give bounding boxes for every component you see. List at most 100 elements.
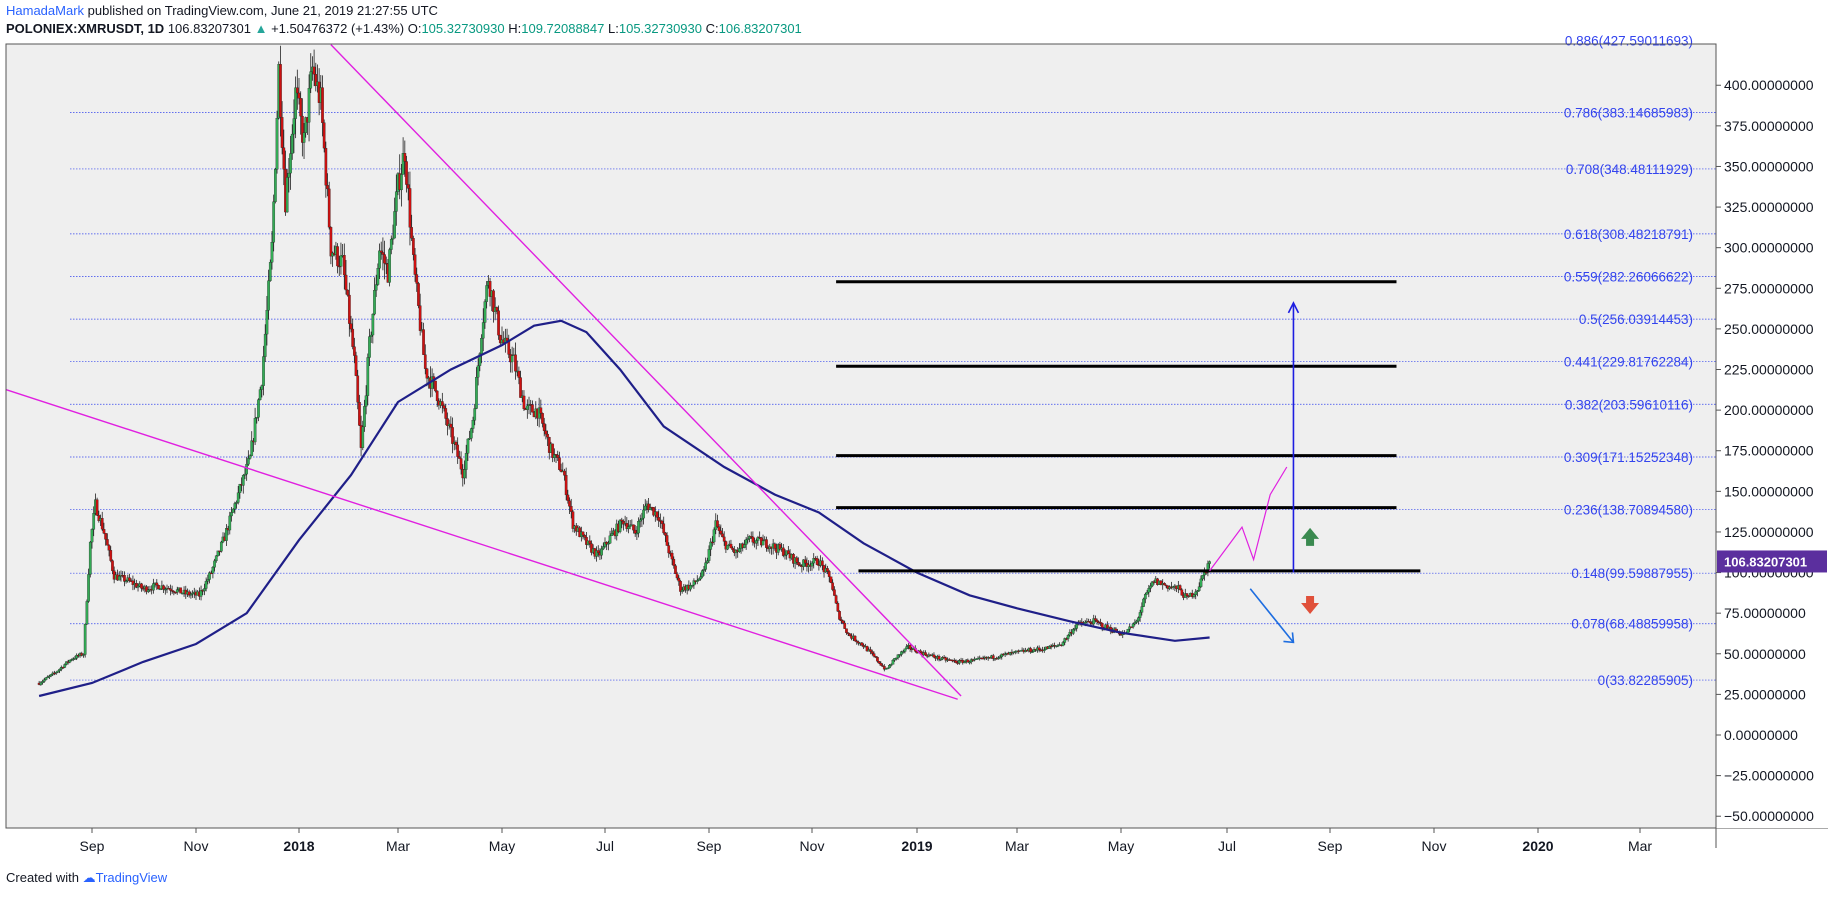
y-tick-label: 300.00000000 bbox=[1724, 240, 1814, 256]
y-tick-label: 400.00000000 bbox=[1724, 77, 1814, 93]
candle-up bbox=[1140, 606, 1144, 613]
candle-down bbox=[411, 238, 415, 255]
candle-down bbox=[853, 635, 857, 642]
candle-down bbox=[667, 545, 671, 554]
candle-down bbox=[356, 375, 360, 403]
fib-label-0.078: 0.078(68.48859958) bbox=[1571, 617, 1693, 632]
candle-up bbox=[1137, 617, 1140, 622]
candle-up bbox=[893, 658, 896, 661]
candle-up bbox=[958, 660, 961, 664]
candle-down bbox=[932, 654, 936, 658]
candle-up bbox=[309, 71, 313, 89]
candle-down bbox=[322, 122, 326, 149]
candle-up bbox=[746, 538, 750, 541]
candle-up bbox=[235, 502, 238, 504]
candle-up bbox=[158, 588, 162, 591]
candle-down bbox=[655, 511, 659, 518]
y-tick-label: 175.00000000 bbox=[1724, 443, 1814, 459]
candle-down bbox=[879, 663, 883, 666]
y-tick-label: −50.00000000 bbox=[1724, 808, 1814, 824]
candle-up bbox=[1138, 612, 1142, 618]
candle-down bbox=[95, 499, 99, 516]
candle-up bbox=[250, 440, 254, 456]
candle-down bbox=[827, 571, 831, 577]
candle-up bbox=[888, 664, 891, 669]
fib-label-0.5: 0.5(256.03914453) bbox=[1579, 312, 1693, 327]
candle-down bbox=[633, 529, 637, 534]
candle-up bbox=[812, 558, 816, 564]
candle-down bbox=[145, 586, 148, 592]
candle-up bbox=[754, 540, 758, 544]
candle-down bbox=[435, 390, 439, 402]
candle-down bbox=[301, 115, 304, 143]
candle-down bbox=[105, 539, 109, 546]
candle-down bbox=[358, 402, 361, 426]
candle-up bbox=[292, 118, 296, 135]
candle-up bbox=[889, 664, 893, 666]
candle-down bbox=[104, 533, 107, 540]
candle-down bbox=[342, 255, 346, 276]
candle-up bbox=[92, 512, 96, 530]
candle-up bbox=[709, 541, 713, 550]
candle-down bbox=[882, 666, 886, 670]
candle-up bbox=[65, 661, 68, 665]
candle-down bbox=[1088, 621, 1092, 624]
x-tick-label: Mar bbox=[1005, 838, 1029, 854]
candle-up bbox=[63, 664, 67, 668]
candle-up bbox=[473, 408, 477, 421]
candle-up bbox=[463, 469, 466, 479]
candle-down bbox=[731, 547, 734, 550]
candle-up bbox=[73, 658, 77, 660]
close-label: C: bbox=[705, 21, 719, 36]
candle-up bbox=[469, 428, 473, 439]
candle-down bbox=[831, 582, 835, 590]
candle-up bbox=[54, 672, 58, 674]
candle-down bbox=[622, 521, 625, 525]
candle-up bbox=[464, 453, 468, 470]
candle-down bbox=[581, 531, 585, 536]
candle-up bbox=[748, 536, 751, 540]
author-link[interactable]: HamadaMark bbox=[6, 3, 85, 18]
candle-up bbox=[475, 377, 478, 409]
candle-down bbox=[514, 354, 517, 372]
candle-up bbox=[267, 280, 270, 311]
candle-up bbox=[216, 550, 220, 556]
candle-up bbox=[393, 211, 396, 239]
candle-down bbox=[279, 64, 282, 118]
candle-down bbox=[1130, 626, 1133, 628]
candle-down bbox=[647, 503, 650, 511]
candle-down bbox=[834, 595, 838, 604]
candle-down bbox=[415, 274, 419, 284]
high-label: H: bbox=[508, 21, 522, 36]
x-tick-label: May bbox=[1108, 838, 1134, 854]
candle-down bbox=[449, 423, 453, 428]
candle-up bbox=[88, 541, 92, 575]
candle-down bbox=[787, 550, 790, 554]
candle-down bbox=[497, 310, 500, 336]
candle-up bbox=[692, 580, 696, 586]
candle-down bbox=[1037, 647, 1041, 650]
x-tick-label: Nov bbox=[184, 838, 209, 854]
candle-up bbox=[233, 503, 237, 510]
candle-up bbox=[294, 87, 297, 119]
candle-up bbox=[213, 560, 216, 568]
candle-down bbox=[778, 544, 782, 550]
candle-up bbox=[905, 646, 909, 650]
candle-up bbox=[394, 191, 398, 212]
x-tick-label: 2020 bbox=[1522, 838, 1553, 854]
candle-up bbox=[891, 660, 895, 665]
candle-down bbox=[544, 430, 548, 435]
candle-up bbox=[738, 548, 741, 553]
candle-down bbox=[874, 656, 878, 658]
tradingview-brand[interactable]: TradingView bbox=[95, 870, 168, 885]
candle-down bbox=[881, 665, 884, 667]
candle-up bbox=[225, 528, 228, 541]
candle-down bbox=[1163, 583, 1166, 586]
candle-down bbox=[488, 281, 492, 297]
y-tick-label: 125.00000000 bbox=[1724, 524, 1814, 540]
x-tick-label: Sep bbox=[80, 838, 105, 854]
candle-up bbox=[191, 593, 194, 595]
x-tick-label: Jul bbox=[596, 838, 614, 854]
candle-up bbox=[263, 333, 267, 357]
